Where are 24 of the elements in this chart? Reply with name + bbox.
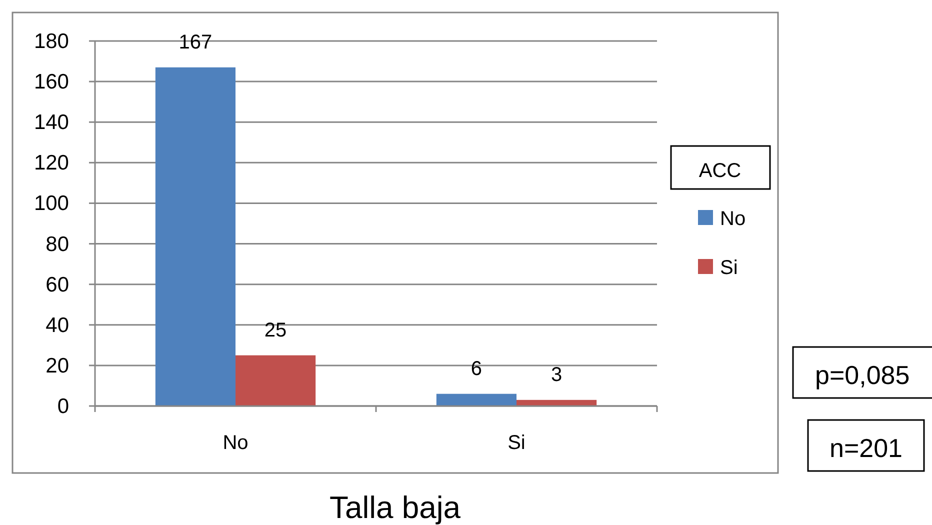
bar (516, 400, 597, 406)
legend-label: Si (720, 257, 738, 279)
x-axis-title: Talla baja (330, 490, 462, 525)
legend-title: ACC (698, 160, 742, 182)
y-tick-label: 80 (46, 232, 69, 256)
y-tick-label: 20 (46, 354, 69, 378)
y-tick-label: 160 (34, 70, 69, 94)
data-label: 3 (550, 364, 562, 386)
bar (155, 67, 236, 406)
bar (236, 355, 316, 406)
text: n=201 (829, 433, 903, 463)
y-tick-label: 60 (46, 273, 69, 296)
data-label: 167 (178, 31, 212, 54)
y-tick-label: 120 (34, 152, 69, 175)
y-tick-label: 40 (46, 314, 69, 337)
data-label: 25 (264, 319, 287, 342)
data-label: 6 (470, 358, 482, 380)
y-tick-label: 100 (34, 192, 69, 216)
y-tick-label: 180 (34, 30, 69, 53)
text: p=0,085 (815, 360, 910, 390)
legend-label: No (720, 208, 746, 230)
bar (436, 394, 516, 406)
y-tick-label: 140 (34, 111, 69, 134)
y-tick-label: 0 (57, 395, 69, 418)
